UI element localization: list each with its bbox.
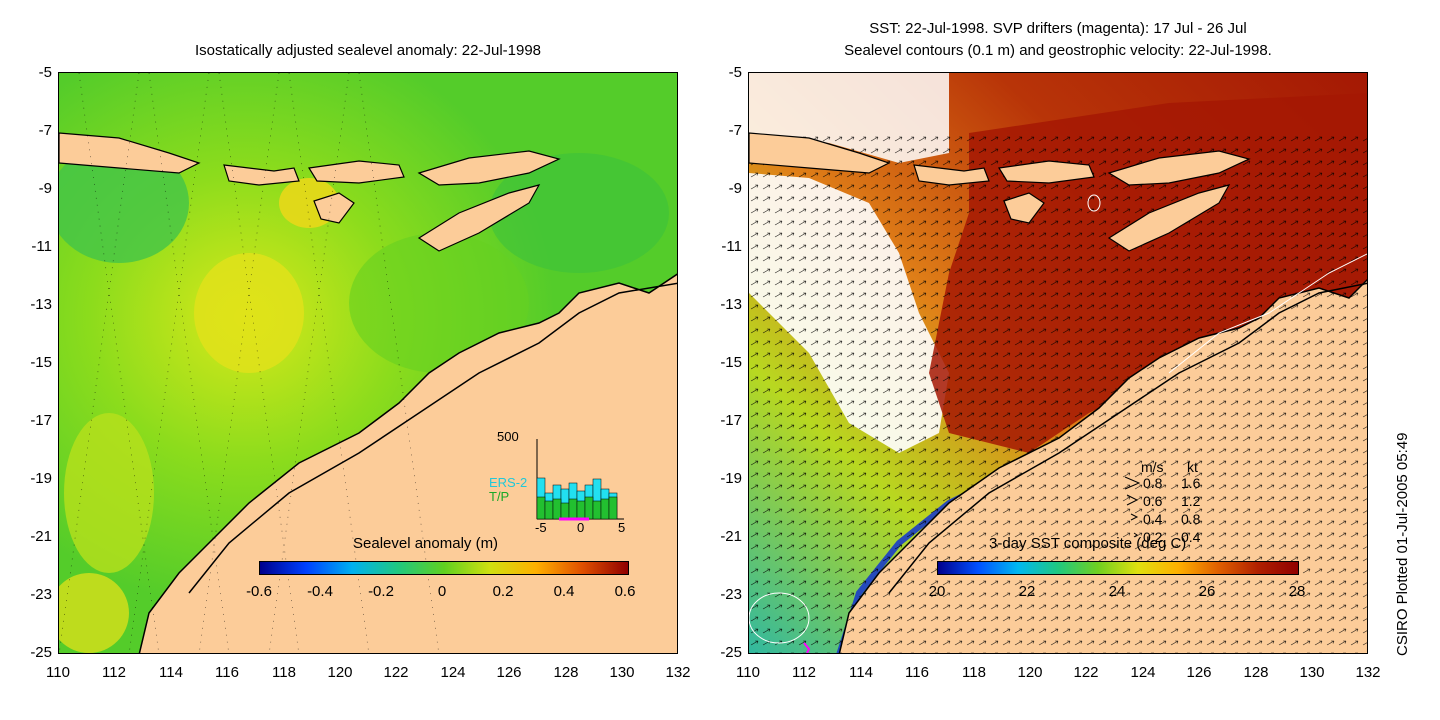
y-tick-label: -9: [38, 180, 52, 197]
x-tick-label: 126: [496, 664, 522, 681]
right-colorbar-tick: 24: [1108, 583, 1126, 600]
y-tick-label: -13: [720, 296, 742, 313]
x-tick-label: 118: [962, 664, 986, 681]
x-tick-label: 128: [553, 664, 579, 681]
left-colorbar-tick: 0.2: [492, 583, 514, 600]
x-tick-label: 126: [1186, 664, 1212, 681]
sst-map: m/s kt 0.8 1.6 0.6 1.2 0.4 0.8 0.2 0.4 3…: [748, 72, 1368, 654]
right-colorbar-label: 3-day SST composite (deg C): [989, 535, 1187, 552]
left-colorbar-tick: -0.4: [307, 583, 333, 600]
y-tick-label: -7: [38, 122, 52, 139]
inset-xtick: -5: [535, 520, 547, 535]
x-tick-label: 132: [1355, 664, 1381, 681]
x-tick-label: 124: [1130, 664, 1156, 681]
y-tick-label: -21: [30, 528, 52, 545]
x-tick-label: 114: [159, 664, 183, 681]
x-tick-label: 120: [1017, 664, 1043, 681]
x-tick-label: 112: [792, 664, 816, 681]
y-tick-label: -5: [728, 64, 742, 81]
right-panel-title-line2: Sealevel contours (0.1 m) and geostrophi…: [844, 42, 1272, 59]
velocity-arrow-icons: [1124, 476, 1141, 538]
sealevel-anomaly-map: 500 ERS-2 T/P -5 0 5 Sealevel anomaly (m…: [58, 72, 678, 654]
left-colorbar-tick: -0.2: [368, 583, 394, 600]
y-tick-label: -17: [720, 412, 742, 429]
observation-count-inset: [536, 439, 624, 521]
x-tick-label: 122: [383, 664, 409, 681]
velocity-legend-kt: 1.2: [1181, 493, 1201, 509]
y-tick-label: -5: [38, 64, 52, 81]
x-tick-label: 112: [102, 664, 126, 681]
x-tick-label: 130: [609, 664, 635, 681]
velocity-legend-ms: 0.8: [1143, 475, 1163, 491]
x-tick-label: 110: [46, 664, 70, 681]
right-colorbar-tick: 22: [1018, 583, 1036, 600]
y-tick-label: -7: [728, 122, 742, 139]
left-colorbar-tick: 0.4: [553, 583, 575, 600]
y-tick-label: -25: [30, 644, 52, 661]
right-colorbar-tick: 26: [1198, 583, 1216, 600]
velocity-legend-ms: 0.4: [1143, 511, 1163, 527]
velocity-legend-kt: 1.6: [1181, 475, 1201, 491]
sealevel-anomaly-field: [59, 73, 677, 653]
velocity-legend-ms: 0.6: [1143, 493, 1163, 509]
y-tick-label: -19: [720, 470, 742, 487]
sealevel-colorbar: [259, 561, 629, 575]
x-tick-label: 122: [1073, 664, 1099, 681]
plot-credit: CSIRO Plotted 01-Jul-2005 05:49: [1394, 432, 1411, 656]
x-tick-label: 118: [272, 664, 296, 681]
velocity-legend-ms: 0.2: [1143, 529, 1163, 545]
y-tick-label: -15: [30, 354, 52, 371]
inset-series-ers2: ERS-2: [489, 475, 528, 490]
sst-colorbar: [937, 561, 1299, 575]
y-tick-label: -23: [30, 586, 52, 603]
x-tick-label: 128: [1243, 664, 1269, 681]
velocity-legend-kt: 0.8: [1181, 511, 1201, 527]
velocity-legend-header-ms: m/s: [1141, 459, 1164, 475]
left-colorbar-label: Sealevel anomaly (m): [353, 535, 499, 552]
inset-series-tp: T/P: [489, 489, 510, 504]
x-tick-label: 132: [665, 664, 691, 681]
y-tick-label: -9: [728, 180, 742, 197]
y-tick-label: -13: [30, 296, 52, 313]
x-tick-label: 130: [1299, 664, 1325, 681]
velocity-legend-kt: 0.4: [1181, 529, 1201, 545]
y-tick-label: -17: [30, 412, 52, 429]
inset-xtick: 5: [618, 520, 626, 535]
right-colorbar-tick: 28: [1288, 583, 1306, 600]
y-tick-label: -23: [720, 586, 742, 603]
y-tick-label: -11: [721, 238, 742, 255]
x-tick-label: 114: [849, 664, 873, 681]
inset-xtick: 0: [577, 520, 585, 535]
y-tick-label: -11: [31, 238, 52, 255]
x-tick-label: 124: [440, 664, 466, 681]
inset-ymax-label: 500: [497, 429, 519, 444]
x-tick-label: 120: [327, 664, 353, 681]
left-colorbar-tick: 0.6: [614, 583, 636, 600]
velocity-legend-header-kt: kt: [1187, 459, 1198, 475]
y-tick-label: -21: [720, 528, 742, 545]
left-colorbar-tick: 0: [437, 583, 447, 600]
left-colorbar-tick: -0.6: [246, 583, 272, 600]
x-tick-label: 116: [215, 664, 239, 681]
x-tick-label: 110: [736, 664, 760, 681]
right-colorbar-tick: 20: [928, 583, 946, 600]
y-tick-label: -25: [720, 644, 742, 661]
left-panel-title: Isostatically adjusted sealevel anomaly:…: [194, 42, 542, 59]
y-tick-label: -19: [30, 470, 52, 487]
y-tick-label: -15: [720, 354, 742, 371]
x-tick-label: 116: [905, 664, 929, 681]
right-panel-title-line1: SST: 22-Jul-1998. SVP drifters (magenta)…: [869, 20, 1247, 37]
